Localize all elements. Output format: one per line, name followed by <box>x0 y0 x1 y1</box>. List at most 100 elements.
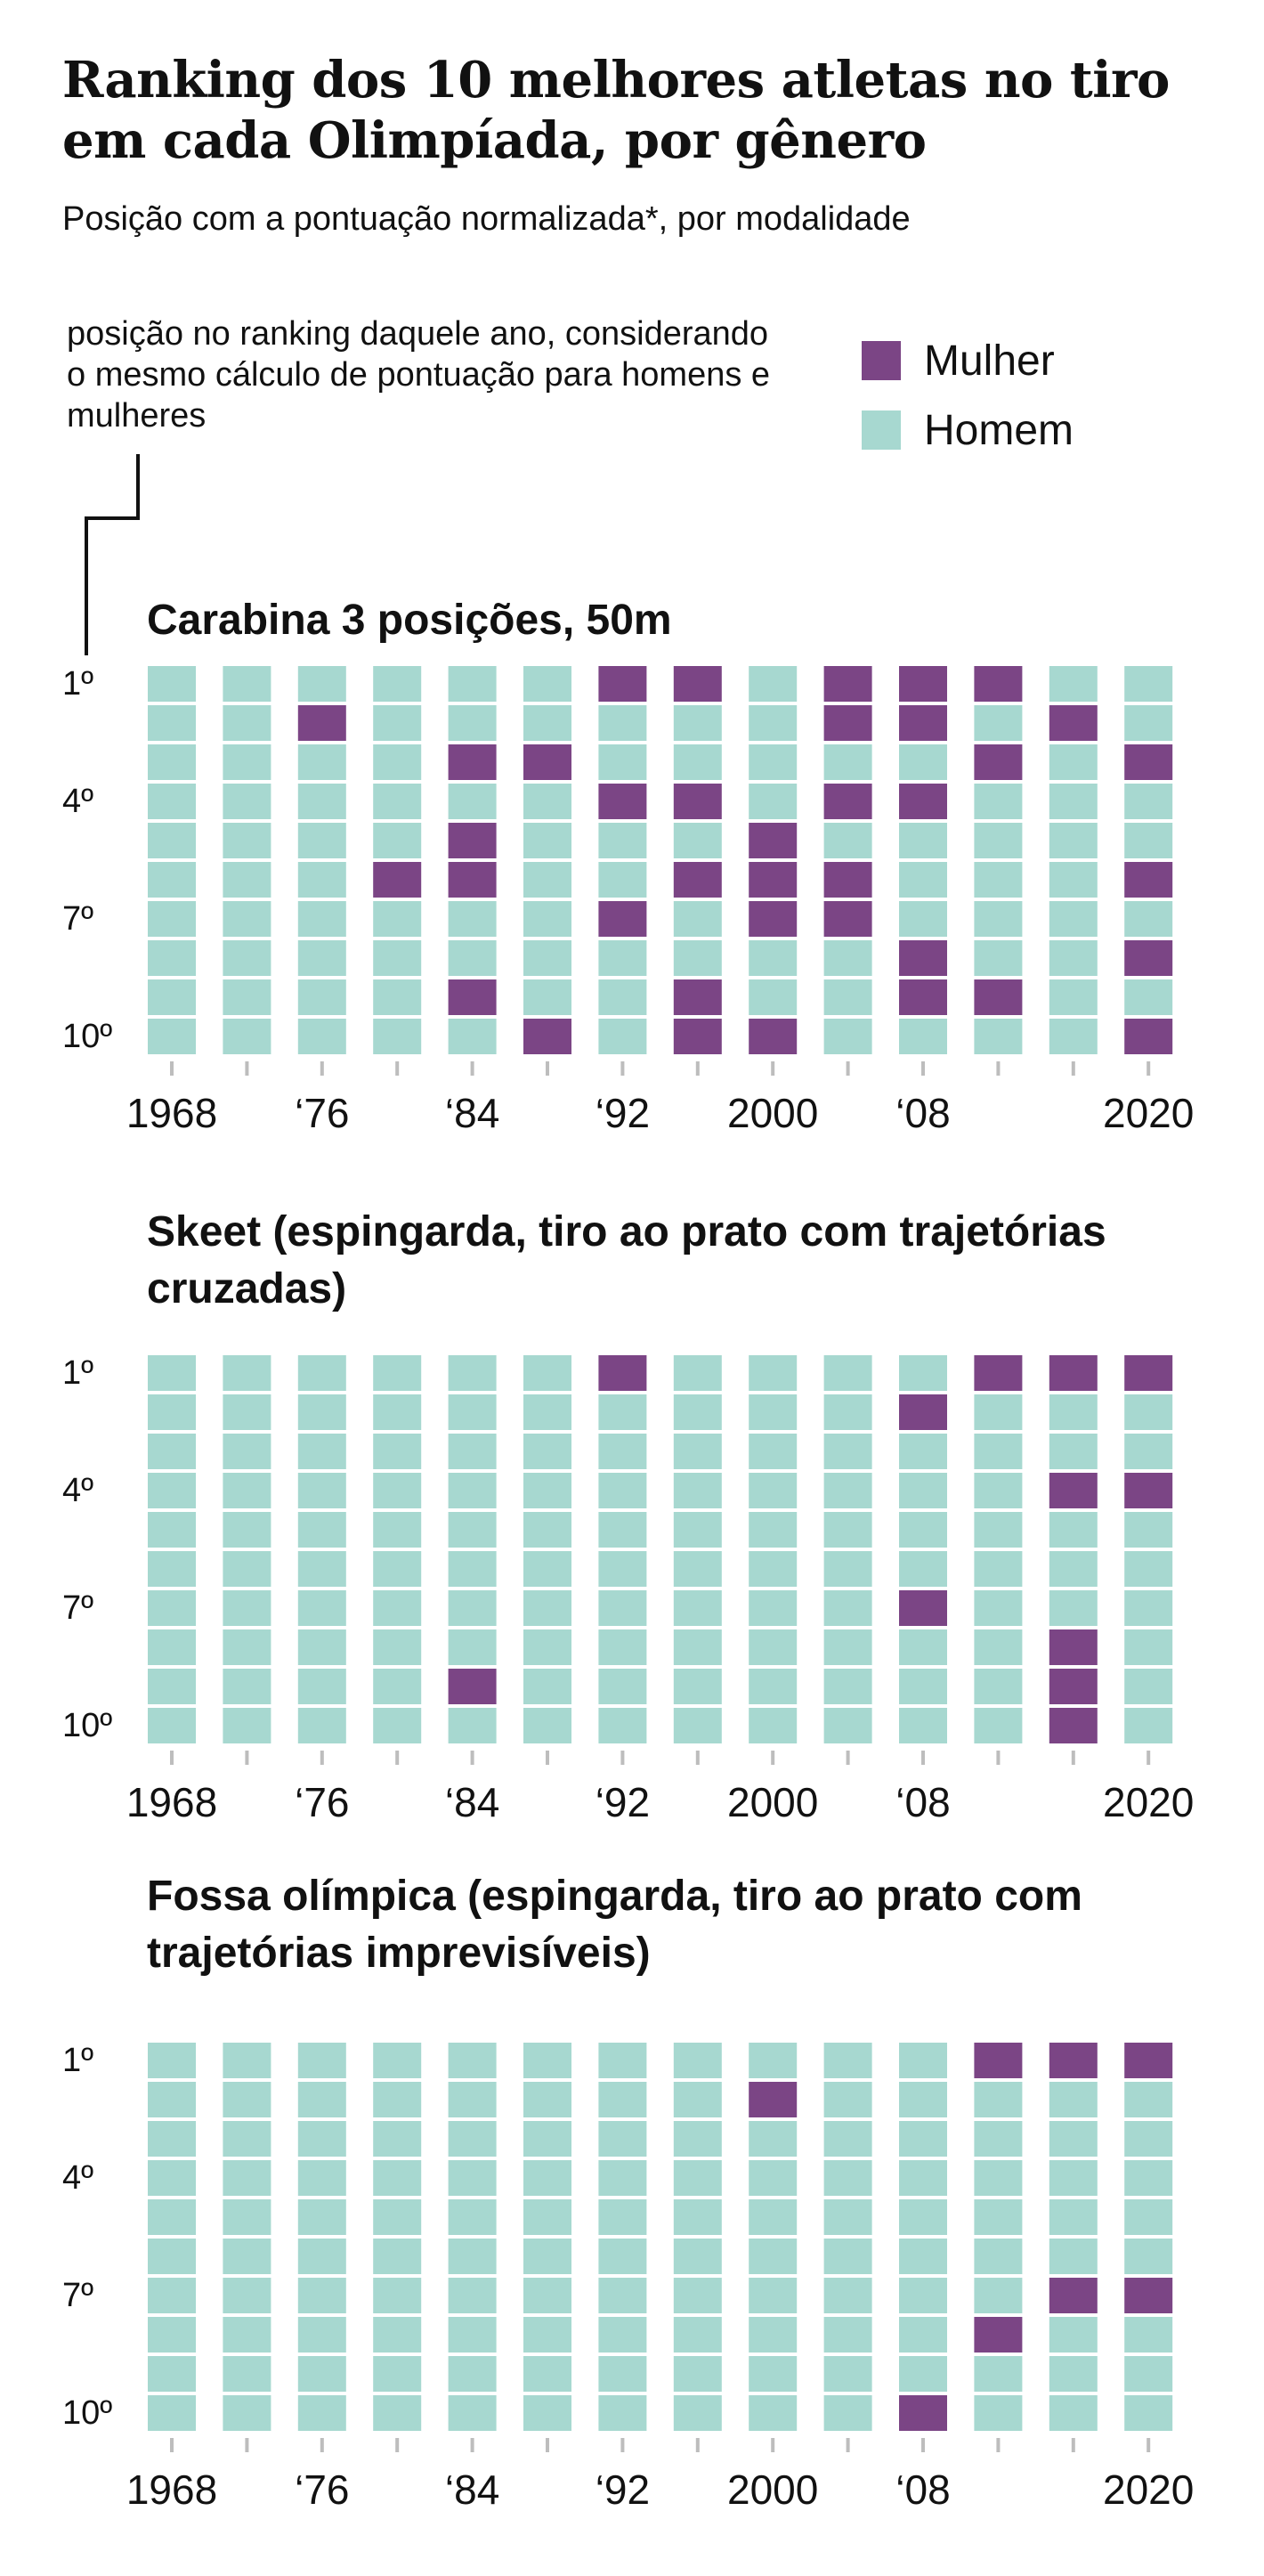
cell-man-2000-3 <box>749 1434 798 1469</box>
cell-man-1996-9 <box>673 1669 722 1704</box>
cell-man-2016-9 <box>1049 979 1098 1015</box>
cell-man-1968-7 <box>148 1590 196 1626</box>
cell-man-1980-8 <box>373 940 422 976</box>
cell-man-1968-2 <box>148 1394 196 1430</box>
panel-title-fossa-sub: (espingarda, tiro ao prato com trajetóri… <box>147 1873 1082 1977</box>
cell-man-2016-6 <box>1049 1551 1098 1587</box>
cell-man-1976-5 <box>297 1512 346 1548</box>
cell-man-1972-10 <box>223 1019 271 1054</box>
cell-man-1996-3 <box>673 2121 722 2157</box>
cell-man-2012-2 <box>974 2082 1023 2117</box>
cell-man-1976-8 <box>297 1629 346 1665</box>
cell-man-1968-8 <box>148 940 196 976</box>
cell-man-1996-7 <box>673 2278 722 2313</box>
cell-man-1972-4 <box>223 1473 271 1508</box>
cell-man-1984-8 <box>448 2317 497 2353</box>
cell-woman-1992-1 <box>598 1355 647 1391</box>
cell-man-1976-2 <box>297 2082 346 2117</box>
x-tick-label-2020: 2020 <box>1103 2466 1194 2513</box>
y-tick-label-4: 4º <box>62 1472 93 1509</box>
cell-man-2012-4 <box>974 1473 1023 1508</box>
cell-man-2016-7 <box>1049 901 1098 937</box>
cell-man-2020-5 <box>1124 2199 1173 2235</box>
cell-man-2016-6 <box>1049 862 1098 898</box>
cell-man-2008-3 <box>899 2121 947 2157</box>
cell-man-2000-8 <box>749 1629 798 1665</box>
cell-man-1988-6 <box>523 1551 571 1587</box>
cell-woman-1988-10 <box>523 1019 571 1054</box>
cell-man-2004-9 <box>823 2356 872 2392</box>
y-tick-label-10: 10º <box>62 1707 112 1744</box>
cell-woman-2004-2 <box>823 705 872 741</box>
cell-man-1976-5 <box>297 823 346 858</box>
cell-woman-2012-1 <box>974 666 1023 702</box>
cell-man-2004-4 <box>823 2160 872 2196</box>
cell-man-1976-3 <box>297 744 346 780</box>
legend-label-man: Homem <box>924 406 1074 454</box>
cell-man-2008-6 <box>899 2239 947 2274</box>
cell-man-2012-6 <box>974 2239 1023 2274</box>
cell-man-2004-3 <box>823 2121 872 2157</box>
cell-man-2004-8 <box>823 1629 872 1665</box>
cell-man-1968-4 <box>148 784 196 819</box>
cell-man-1984-7 <box>448 1590 497 1626</box>
cell-man-2020-10 <box>1124 2395 1173 2431</box>
cell-man-1976-6 <box>297 1551 346 1587</box>
cell-woman-2008-7 <box>899 1590 947 1626</box>
cell-man-2012-2 <box>974 705 1023 741</box>
cell-man-2012-3 <box>974 1434 1023 1469</box>
cell-woman-1988-3 <box>523 744 571 780</box>
cell-man-1988-10 <box>523 2395 571 2431</box>
cell-man-1968-2 <box>148 705 196 741</box>
cell-man-1992-1 <box>598 2043 647 2078</box>
cell-woman-2016-1 <box>1049 2043 1098 2078</box>
cell-man-1980-9 <box>373 1669 422 1704</box>
cell-man-1996-9 <box>673 2356 722 2392</box>
x-tick-label-1976: ‘76 <box>295 1779 349 1825</box>
x-tick-label-1968: 1968 <box>126 1779 217 1825</box>
cell-man-1976-2 <box>297 1394 346 1430</box>
x-tick-label-2008: ‘08 <box>895 1090 950 1136</box>
cell-woman-2016-1 <box>1049 1355 1098 1391</box>
cell-man-1980-7 <box>373 2278 422 2313</box>
cell-man-2008-6 <box>899 1551 947 1587</box>
cell-woman-2020-6 <box>1124 862 1173 898</box>
cell-woman-2000-6 <box>749 862 798 898</box>
cell-man-1984-2 <box>448 1394 497 1430</box>
cell-man-1984-2 <box>448 705 497 741</box>
cell-man-1968-6 <box>148 862 196 898</box>
cell-man-2008-1 <box>899 2043 947 2078</box>
cell-man-1980-6 <box>373 2239 422 2274</box>
cell-man-1988-6 <box>523 862 571 898</box>
cell-man-1968-6 <box>148 1551 196 1587</box>
cell-man-2020-4 <box>1124 2160 1173 2196</box>
cell-man-1980-3 <box>373 744 422 780</box>
cell-man-1980-3 <box>373 2121 422 2157</box>
cell-man-1972-3 <box>223 744 271 780</box>
cell-man-2000-1 <box>749 2043 798 2078</box>
cell-man-1968-1 <box>148 666 196 702</box>
cell-man-1988-6 <box>523 2239 571 2274</box>
cell-man-2000-9 <box>749 2356 798 2392</box>
cell-man-2008-3 <box>899 744 947 780</box>
cell-man-2012-7 <box>974 901 1023 937</box>
cell-man-1992-5 <box>598 1512 647 1548</box>
cell-man-2004-10 <box>823 1019 872 1054</box>
cell-man-1988-7 <box>523 1590 571 1626</box>
cell-man-1976-9 <box>297 1669 346 1704</box>
cell-man-1996-3 <box>673 1434 722 1469</box>
cell-man-2012-10 <box>974 2395 1023 2431</box>
cell-man-2008-7 <box>899 901 947 937</box>
cell-man-1968-5 <box>148 823 196 858</box>
legend-item-woman: Mulher <box>862 326 1074 395</box>
cell-man-1996-7 <box>673 901 722 937</box>
cell-man-1996-8 <box>673 2317 722 2353</box>
cell-man-1976-9 <box>297 979 346 1015</box>
cell-man-1984-4 <box>448 2160 497 2196</box>
cell-man-1968-1 <box>148 2043 196 2078</box>
cell-man-1980-9 <box>373 2356 422 2392</box>
cell-man-2012-8 <box>974 940 1023 976</box>
y-tick-label-7: 7º <box>62 1589 93 1627</box>
cell-man-1988-1 <box>523 2043 571 2078</box>
cell-man-2012-7 <box>974 2278 1023 2313</box>
